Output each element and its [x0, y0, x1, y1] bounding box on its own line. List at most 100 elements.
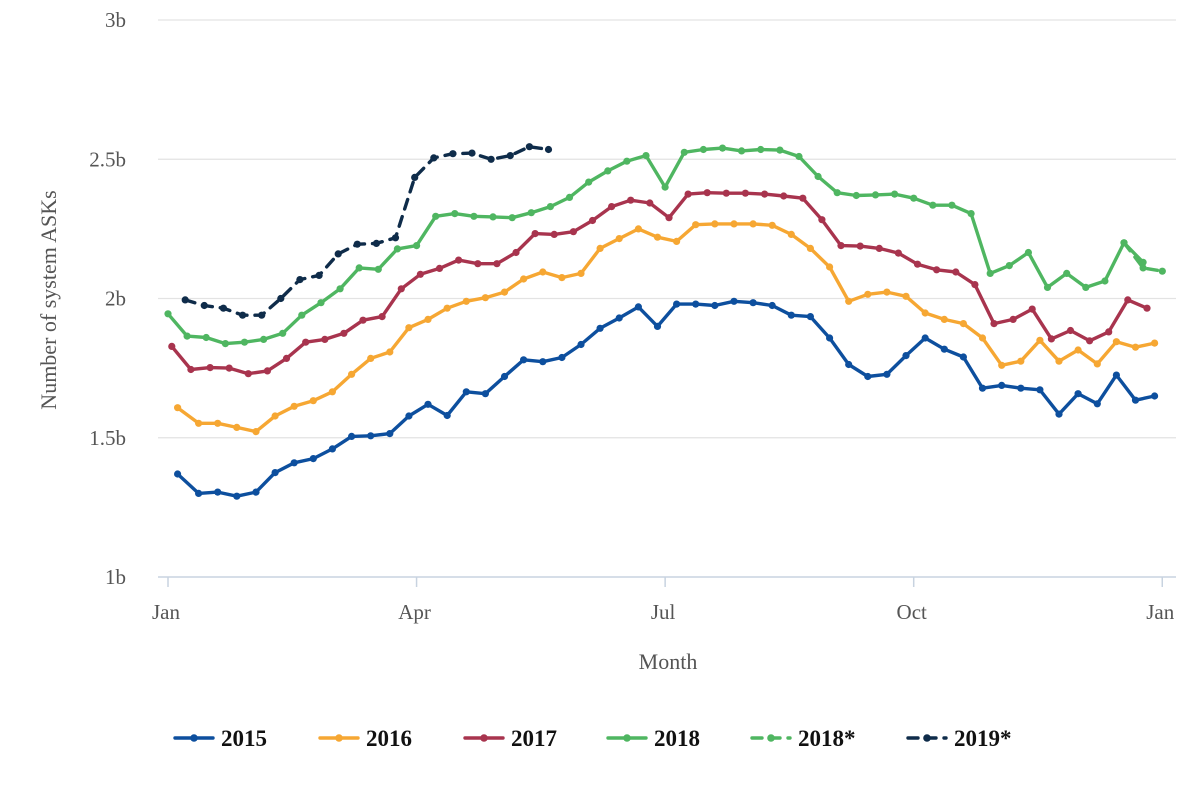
data-point: [527, 209, 535, 217]
series-2019*: [181, 143, 553, 319]
data-point: [1017, 384, 1025, 392]
data-point: [604, 167, 612, 175]
data-point: [806, 244, 815, 252]
x-tick-label: Jul: [651, 600, 676, 624]
data-point: [642, 152, 650, 160]
series-line: [175, 299, 1157, 498]
data-point: [296, 276, 304, 284]
legend-label: 2016: [366, 726, 412, 751]
data-point: [487, 155, 495, 163]
data-point: [367, 432, 375, 440]
data-point: [233, 423, 241, 431]
data-point: [1143, 304, 1151, 312]
data-point: [902, 352, 910, 360]
data-point: [692, 300, 700, 308]
data-point: [298, 311, 306, 319]
data-point: [174, 404, 182, 412]
data-point: [1043, 283, 1052, 291]
data-point: [577, 269, 585, 277]
x-axis-title: Month: [639, 649, 698, 674]
data-point: [474, 260, 482, 268]
data-point: [1086, 337, 1094, 345]
data-point: [378, 313, 386, 321]
data-point: [1124, 296, 1132, 304]
data-point: [1074, 390, 1082, 398]
y-tick-label: 2b: [105, 287, 126, 311]
data-point: [225, 364, 233, 372]
data-point: [623, 157, 631, 165]
data-point: [290, 459, 298, 467]
series-line: [1122, 241, 1164, 273]
data-point: [940, 315, 948, 323]
series-2018*: [1120, 239, 1166, 275]
data-point: [181, 296, 189, 304]
data-point: [558, 353, 566, 362]
data-point: [359, 316, 367, 324]
data-point: [749, 220, 757, 228]
data-point: [711, 301, 719, 310]
data-point: [489, 213, 497, 221]
data-point: [244, 370, 252, 378]
data-point: [959, 353, 968, 361]
data-point: [206, 364, 214, 372]
data-point: [1158, 267, 1166, 275]
data-point: [826, 334, 834, 342]
series-2018: [164, 144, 1147, 348]
data-point: [833, 189, 841, 197]
data-point: [443, 411, 451, 420]
data-point: [940, 345, 948, 353]
data-point: [692, 221, 700, 229]
data-point: [239, 311, 247, 319]
data-point: [1151, 392, 1159, 400]
legend-item-2016: 2016: [318, 726, 412, 751]
data-point: [891, 190, 899, 198]
data-point: [653, 233, 662, 241]
data-point: [558, 274, 566, 282]
data-point: [627, 196, 635, 204]
data-point: [336, 285, 344, 293]
data-point: [1024, 248, 1032, 257]
data-point: [508, 214, 516, 222]
legend-marker: [480, 734, 488, 742]
legend-label: 2018: [654, 726, 700, 751]
data-point: [302, 338, 310, 346]
data-point: [525, 143, 534, 151]
data-point: [279, 329, 287, 337]
data-point: [1066, 326, 1075, 335]
data-point: [910, 194, 918, 202]
data-point: [971, 281, 979, 289]
data-point: [948, 201, 956, 209]
x-axis-ticks: Jan Apr Jul Oct Jan: [152, 577, 1175, 624]
data-point: [871, 191, 880, 199]
data-point: [929, 201, 937, 209]
data-point: [481, 294, 489, 302]
data-point: [986, 269, 994, 277]
data-point: [749, 299, 757, 307]
data-point: [531, 230, 539, 238]
data-point: [240, 338, 249, 346]
data-point: [405, 324, 413, 332]
data-point: [1139, 264, 1147, 272]
series-line: [175, 222, 1157, 434]
data-point: [711, 220, 719, 228]
legend-marker: [335, 734, 343, 742]
data-point: [367, 354, 375, 362]
data-point: [680, 148, 688, 156]
data-point: [164, 310, 172, 318]
data-point: [195, 489, 203, 497]
data-point: [168, 342, 176, 350]
data-point: [539, 358, 547, 366]
data-point: [646, 199, 654, 207]
y-tick-label: 3b: [105, 8, 126, 32]
data-point: [1131, 343, 1140, 351]
data-point: [864, 372, 872, 381]
series-2017: [168, 189, 1151, 378]
data-point: [799, 194, 807, 202]
data-point: [913, 260, 922, 268]
data-point: [894, 249, 903, 257]
data-point: [673, 300, 681, 308]
data-point: [921, 334, 929, 342]
data-point: [902, 292, 910, 300]
data-point: [565, 193, 574, 201]
y-tick-label: 1b: [105, 565, 126, 589]
